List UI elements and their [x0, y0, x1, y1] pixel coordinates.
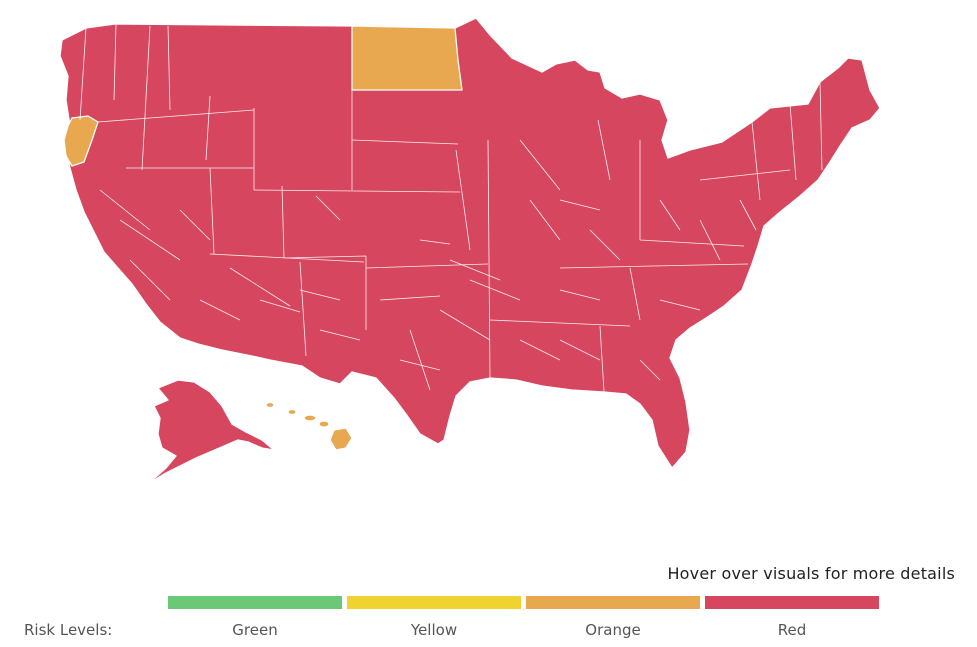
legend-item-red[interactable]: Red: [705, 596, 879, 639]
legend-item-yellow[interactable]: Yellow: [347, 596, 521, 639]
legend-title: Risk Levels:: [24, 621, 113, 639]
legend-label-red: Red: [777, 621, 807, 639]
region-hawaii[interactable]: [265, 401, 353, 451]
legend-swatch-green: [168, 596, 342, 609]
legend-item-green[interactable]: Green: [168, 596, 342, 639]
region-oregon-southwest[interactable]: [63, 115, 99, 167]
legend-item-orange[interactable]: Orange: [526, 596, 700, 639]
district-boundaries: [79, 23, 823, 393]
us-risk-map[interactable]: [0, 0, 977, 540]
legend-label-green: Green: [232, 621, 278, 639]
region-north-dakota[interactable]: [351, 25, 463, 91]
region-alaska[interactable]: [147, 379, 275, 485]
legend-swatch-yellow: [347, 596, 521, 609]
hover-hint: Hover over visuals for more details: [667, 564, 955, 583]
legend-label-orange: Orange: [585, 621, 641, 639]
legend-swatch-red: [705, 596, 879, 609]
legend-label-yellow: Yellow: [410, 621, 458, 639]
region-contiguous-us[interactable]: [59, 17, 881, 469]
legend-swatch-orange: [526, 596, 700, 609]
